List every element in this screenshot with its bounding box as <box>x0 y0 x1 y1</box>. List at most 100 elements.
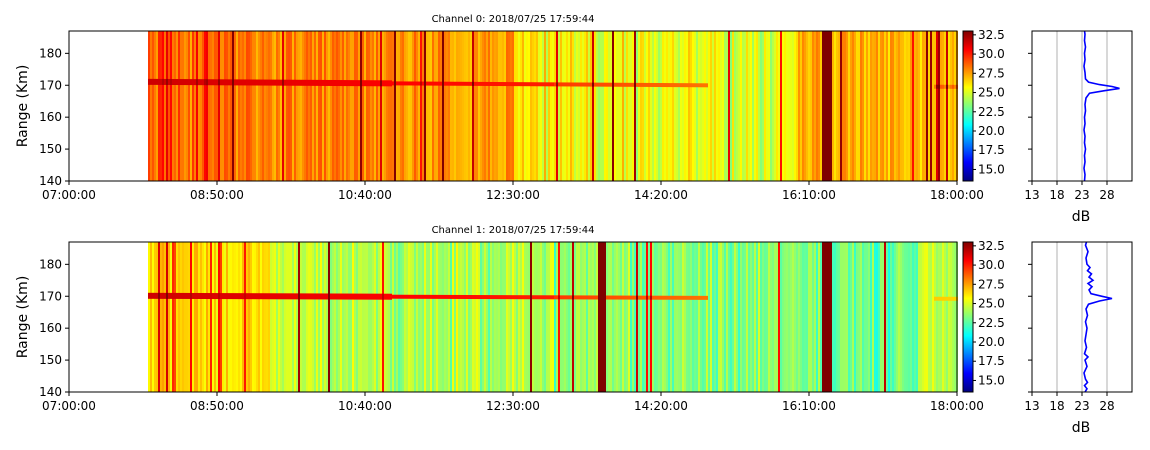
heatmap-column <box>392 31 394 181</box>
echo-band-segment <box>176 292 178 299</box>
heatmap-column <box>618 242 620 392</box>
heatmap-column <box>286 242 288 392</box>
heatmap-column <box>448 242 450 392</box>
heatmap-column <box>724 242 726 392</box>
heatmap-column <box>328 242 330 392</box>
echo-band-segment <box>636 295 638 300</box>
echo-band-segment <box>546 82 548 87</box>
heatmap-column <box>642 242 644 392</box>
echo-band-segment <box>232 79 234 86</box>
heatmap-column <box>834 31 836 181</box>
echo-band-segment <box>362 293 364 300</box>
echo-band-segment <box>560 295 562 300</box>
echo-band-segment <box>182 79 184 86</box>
heatmap-column <box>878 31 880 181</box>
colorbar-tick-label: 30.0 <box>978 47 1005 61</box>
echo-band-segment <box>562 82 564 87</box>
heatmap-column <box>710 31 712 181</box>
echo-band-segment <box>502 295 504 300</box>
heatmap-column <box>684 242 686 392</box>
heatmap-column <box>406 31 408 181</box>
heatmap-column <box>928 242 930 392</box>
heatmap-column <box>938 242 940 392</box>
heatmap-column <box>506 242 508 392</box>
heatmap-column <box>790 242 792 392</box>
heatmap-column <box>486 242 488 392</box>
echo-band-segment <box>434 81 436 86</box>
heatmap-column <box>212 31 214 181</box>
heatmap-column <box>462 31 464 181</box>
heatmap-column <box>950 242 952 392</box>
heatmap-column <box>280 31 282 181</box>
echo-band-segment <box>274 293 276 300</box>
echo-band-segment <box>446 294 448 299</box>
heatmap-column <box>210 242 212 392</box>
heatmap-column <box>336 242 338 392</box>
echo-band-segment <box>678 83 680 88</box>
heatmap-column <box>432 31 434 181</box>
heatmap-column <box>894 31 896 181</box>
echo-band-segment <box>344 293 346 300</box>
echo-band-segment <box>174 292 176 299</box>
heatmap-column <box>478 31 480 181</box>
echo-band-segment <box>668 83 670 88</box>
heatmap-column <box>828 31 830 181</box>
echo-band-segment <box>394 81 396 86</box>
heatmap-column <box>280 242 282 392</box>
heatmap-column <box>914 31 916 181</box>
echo-band-segment <box>328 293 330 300</box>
echo-band-segment <box>252 79 254 86</box>
heatmap-column <box>940 31 942 181</box>
echo-band-segment <box>440 81 442 86</box>
echo-band-segment <box>372 293 374 300</box>
colorbar-tick-label: 17.5 <box>978 354 1005 368</box>
echo-band-segment <box>430 81 432 86</box>
echo-band-segment <box>152 292 154 299</box>
heatmap-column <box>190 242 192 392</box>
echo-band-segment <box>622 82 624 87</box>
heatmap-column <box>812 31 814 181</box>
echo-band-segment <box>356 80 358 87</box>
heatmap-column <box>428 31 430 181</box>
heatmap-column <box>194 31 196 181</box>
profile-x-tick-label: 28 <box>1099 399 1114 413</box>
heatmap-column <box>262 31 264 181</box>
heatmap-column <box>698 242 700 392</box>
heatmap-column <box>276 31 278 181</box>
heatmap-column <box>444 31 446 181</box>
heatmap-column <box>364 31 366 181</box>
heatmap-column <box>922 31 924 181</box>
echo-band-segment <box>674 295 676 300</box>
heatmap-column <box>918 242 920 392</box>
echo-band-segment <box>270 293 272 300</box>
echo-band-segment <box>518 82 520 87</box>
heatmap-column <box>500 31 502 181</box>
echo-band-segment <box>354 80 356 87</box>
echo-band-segment <box>614 295 616 300</box>
echo-band-segment <box>426 294 428 299</box>
heatmap-column <box>184 31 186 181</box>
heatmap-column <box>634 242 636 392</box>
echo-band-segment <box>496 82 498 87</box>
heatmap-column <box>458 242 460 392</box>
echo-band-segment <box>172 292 174 299</box>
heatmap-column <box>444 242 446 392</box>
heatmap-column <box>764 31 766 181</box>
echo-band-segment <box>278 293 280 300</box>
heatmap-column <box>378 31 380 181</box>
heatmap-column <box>766 242 768 392</box>
heatmap-column <box>368 242 370 392</box>
heatmap-column <box>544 31 546 181</box>
echo-band-segment <box>354 293 356 300</box>
echo-band-segment <box>556 82 558 87</box>
heatmap-column <box>672 242 674 392</box>
heatmap-column <box>490 31 492 181</box>
heatmap-column <box>194 242 196 392</box>
heatmap-column <box>658 31 660 181</box>
heatmap-column <box>714 31 716 181</box>
echo-band-segment <box>952 296 954 301</box>
heatmap-column <box>652 31 654 181</box>
echo-band-segment <box>188 292 190 299</box>
heatmap-column <box>430 31 432 181</box>
echo-band-segment <box>666 83 668 88</box>
